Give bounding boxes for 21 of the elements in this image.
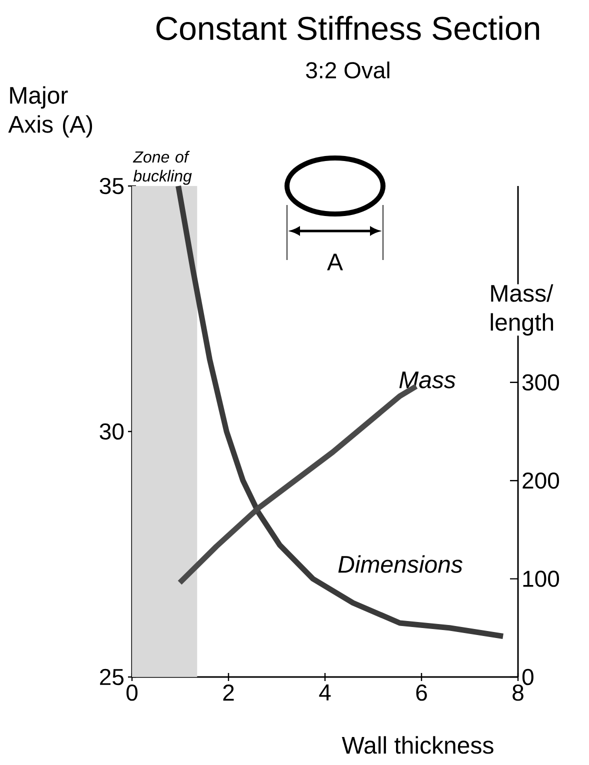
chart-title: Constant Stiffness Section bbox=[156, 16, 540, 40]
y2-axis-title: Mass/ length bbox=[490, 284, 554, 336]
annotation: A bbox=[327, 254, 343, 270]
y-tick-label: 25 bbox=[100, 668, 124, 686]
y2-tick-label: 0 bbox=[522, 668, 534, 686]
band-label: Zone of buckling bbox=[132, 150, 192, 185]
x-tick-label: 0 bbox=[126, 684, 138, 701]
y-axis-title: Major Axis (A) bbox=[8, 86, 92, 138]
x-axis-title: Wall thickness bbox=[342, 736, 494, 754]
y2-tick-label: 200 bbox=[522, 472, 560, 489]
series-label: Mass bbox=[399, 372, 456, 388]
x-tick-label: 6 bbox=[416, 684, 427, 701]
x-tick-label: 2 bbox=[223, 684, 234, 701]
y-tick-label: 30 bbox=[100, 423, 124, 440]
x-tick-label: 8 bbox=[512, 684, 524, 701]
y-tick-label: 35 bbox=[100, 178, 124, 194]
series-label: Dimensions bbox=[338, 555, 462, 573]
y2-tick-label: 100 bbox=[523, 570, 560, 587]
y2-tick-label: 300 bbox=[522, 374, 560, 391]
chart-subtitle: 3:2 Oval bbox=[306, 62, 390, 78]
x-tick-label: 4 bbox=[319, 684, 331, 700]
